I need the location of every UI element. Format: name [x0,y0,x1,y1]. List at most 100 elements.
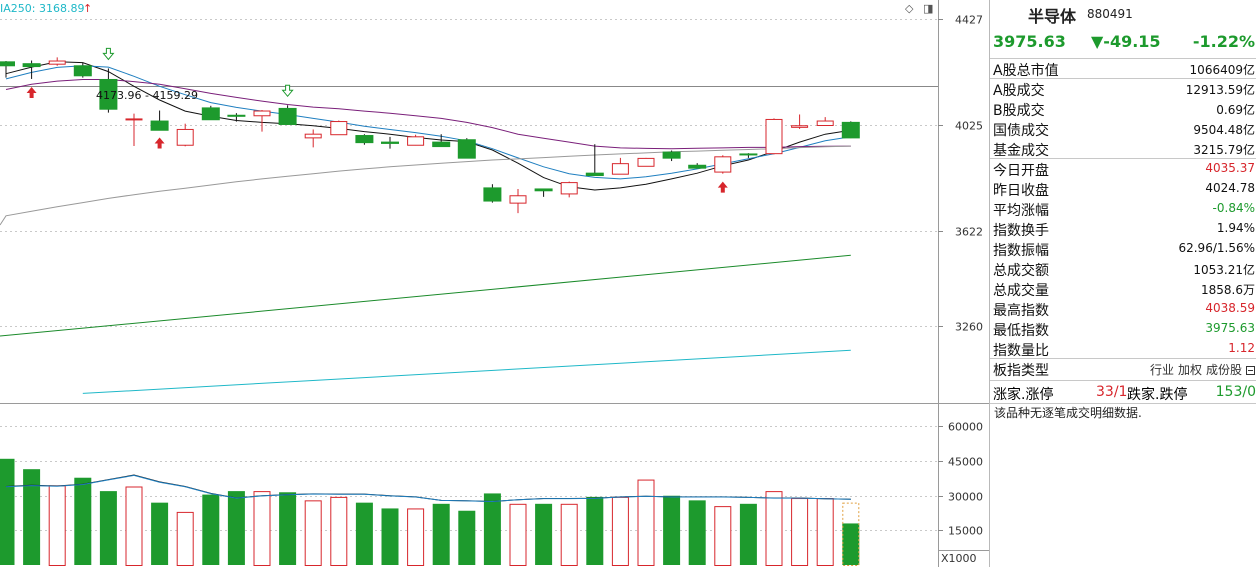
volume-bar [791,498,809,567]
candle-body [176,128,194,146]
volume-bars [0,458,860,567]
volume-bar [176,511,194,566]
sell-signal-arrow-icon [102,47,115,61]
price-tick-label: 4427 [955,14,983,27]
candle [355,134,374,145]
stat-value: 3975.63 [1205,321,1255,335]
stat-row: 基金成交 3215.79亿 [990,139,1256,159]
volume-tick-label: 60000 [948,421,983,434]
volume-bar [151,502,169,565]
candle-body [0,61,15,67]
stat-label: 国债成交 [993,123,1049,139]
stat-label: B股成交 [993,103,1045,119]
stat-row: 总成交额 1053.21亿 [990,259,1256,279]
ma20-line [5,79,851,150]
candle [457,138,476,159]
candle-body [611,163,629,175]
volume-bar [637,479,655,566]
stat-row: B股成交 0.69亿 [990,99,1256,119]
stat-row: 最高指数 4038.59 [990,299,1256,319]
volume-bar [535,503,553,565]
candle-body [739,153,758,156]
candle [560,181,578,198]
candle-body [381,141,399,144]
candle-body [125,118,143,121]
stat-label: 指数换手 [993,223,1049,239]
stat-value: 3215.79亿 [1193,143,1255,157]
stat-row: 指数量比 1.12 [990,339,1256,359]
index-name: 半导体 [1028,7,1077,26]
buy-signal-arrow-icon [26,86,37,98]
stat-value: -0.84% [1212,201,1255,215]
candle-body [585,172,604,177]
volume-bar [125,486,143,566]
candle-body [483,187,502,202]
stat-label: 总成交额 [993,263,1049,279]
volume-bar [279,492,297,565]
candle-body [407,136,425,146]
candle [253,110,271,132]
tick-notice: 该品种无逐笔成交明细数据. [994,406,1142,420]
stat-row: 指数换手 1.94% [990,219,1256,239]
stat-value: 1066409亿 [1189,63,1255,77]
diamond-icon[interactable]: ◇ [905,2,914,15]
candle [150,110,169,131]
candles [0,57,860,214]
volume-bar [842,523,860,565]
stat-value: 4038.59 [1205,301,1255,315]
candle [176,123,194,147]
grid-icon[interactable] [1246,366,1255,375]
stat-value: 9504.48亿 [1193,123,1255,137]
current-price: 3975.63 [993,32,1066,51]
volume-bar [74,477,92,565]
volume-bar [227,491,245,565]
candle [432,134,451,148]
candle-body [509,195,527,204]
stat-label: 指数量比 [993,343,1049,359]
stat-label: 今日开盘 [993,163,1049,179]
candle-body [662,151,681,159]
ma250-label: IA250: 3168.89 [0,2,84,15]
stat-value: 1858.6万 [1201,283,1255,297]
stat-value: 62.96/1.56% [1178,241,1255,255]
stat-value: 4024.78 [1205,181,1255,195]
type-option-weighted[interactable]: 加权 [1177,363,1202,377]
volume-bar [0,458,15,565]
type-option-constituents[interactable]: 成份股 [1205,363,1242,377]
stat-value: 12913.59亿 [1185,83,1255,97]
price-change: ▼-49.15 [1091,32,1161,51]
ma250-arrow: ↑ [83,2,92,15]
volume-bar [509,503,527,566]
candle-body [150,120,169,131]
stat-row: A股总市值 1066409亿 [990,59,1256,79]
candle-body [227,114,246,117]
stat-label: A股总市值 [993,63,1059,79]
volume-bar [48,485,66,566]
type-option-industry[interactable]: 行业 [1149,363,1174,377]
volume-bar [816,498,834,567]
stat-row: 平均涨幅 -0.84% [990,199,1256,219]
ma60-line [0,145,851,226]
candle-body [688,164,707,169]
candle [791,114,809,129]
kline-chart[interactable]: 4427 4025 3622 3260 60000 45000 30000 15000 X100… [0,0,989,567]
decline-label: 跌家.跌停 [1127,387,1188,403]
long-ma-lines [0,254,851,394]
stat-label: 平均涨幅 [993,203,1049,219]
candle [227,113,246,122]
stat-label: 指数振幅 [993,243,1049,259]
candle-body [22,63,41,68]
volume-bar [330,496,348,566]
candle [585,144,604,177]
stat-row: 最低指数 3975.63 [990,319,1256,339]
ma10-line [5,65,851,180]
advance-decline-row: 涨家.涨停 33/1 跌家.跌停 153/0 [990,380,1256,404]
stat-row: 指数振幅 62.96/1.56% [990,239,1256,259]
candle [637,157,655,167]
candle-body [330,121,348,136]
index-code: 880491 [1087,7,1133,21]
candle [714,155,732,174]
window-toggle-icon[interactable]: ◨ [923,2,934,15]
candle [841,121,860,139]
volume-forecast-outline [842,502,860,567]
